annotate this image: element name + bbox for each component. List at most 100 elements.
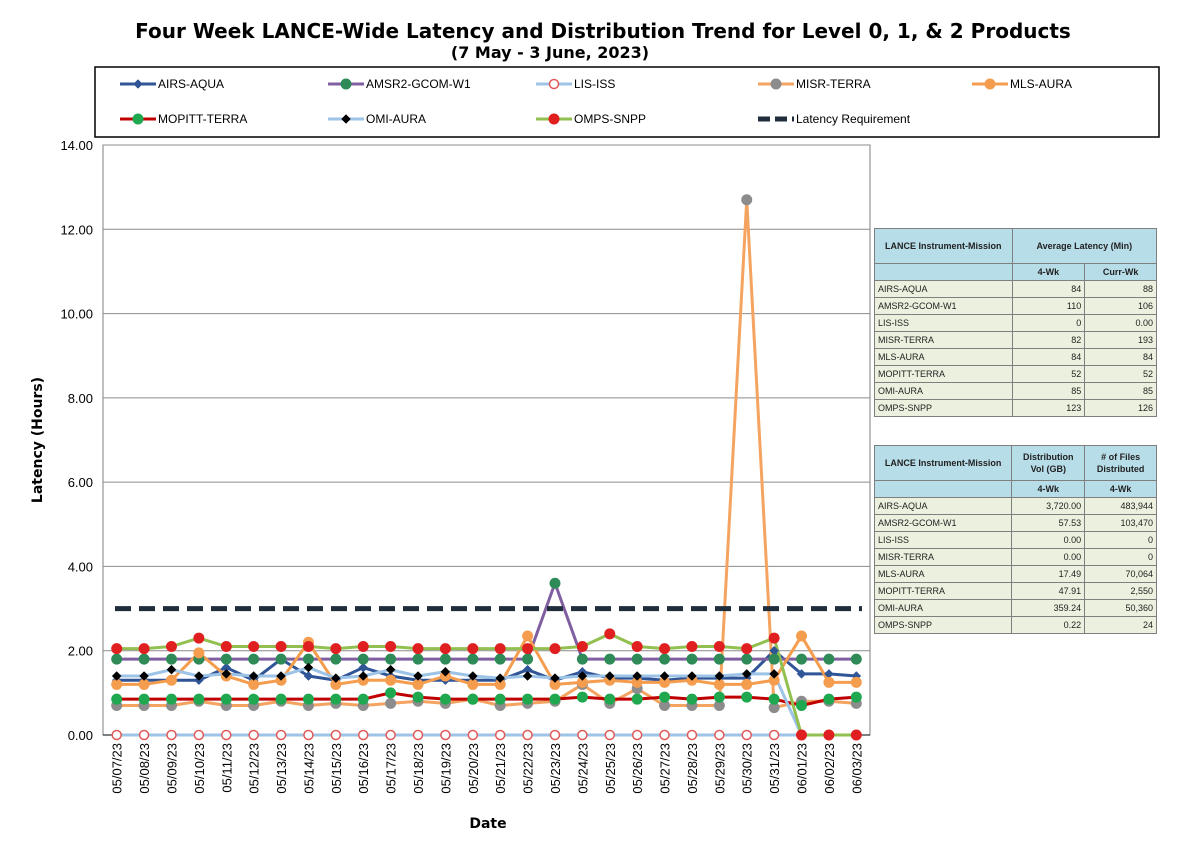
distribution-row: MLS-AURA 17.49 70,064 (873, 565, 1157, 583)
legend-label: AMSR2-GCOM-W1 (366, 77, 471, 91)
legend-label: MISR-TERRA (796, 77, 871, 91)
point-mls-aura (796, 630, 808, 642)
y-tick-label: 4.00 (68, 559, 93, 574)
point-lis-iss (440, 729, 451, 741)
x-tick-label: 06/01/23 (795, 743, 810, 794)
x-tick-label: 05/11/23 (219, 743, 234, 793)
distribution-cell-name: MOPITT-TERRA (873, 582, 1013, 600)
latency-cell-name: OMI-AURA (874, 382, 1013, 400)
point-amsr2-gcom-w1 (659, 653, 671, 665)
point-misr-terra (741, 194, 753, 206)
point-omps-snpp (796, 729, 808, 741)
plot-area (102, 144, 871, 736)
point-mls-aura (248, 678, 260, 690)
point-omps-snpp (576, 641, 588, 652)
series-line-omi-aura (116, 666, 857, 737)
point-omi-aura (714, 671, 725, 681)
legend-entry-mopitt-terra: MOPITT-TERRA (120, 112, 247, 126)
point-mls-aura (522, 630, 534, 642)
legend-items: AIRS-AQUA AMSR2-GCOM-W1 LIS-ISS MISR-TERRA M… (120, 77, 1072, 126)
point-omi-aura (495, 673, 506, 683)
point-mopitt-terra (796, 700, 808, 711)
point-omi-aura (632, 671, 643, 681)
point-mopitt-terra (713, 691, 725, 703)
latency-cell-b: 193 (1084, 331, 1157, 349)
point-omi-aura (741, 669, 752, 679)
x-tick-label: 05/30/23 (740, 743, 755, 794)
distribution-row: OMI-AURA 359.24 50,360 (873, 599, 1157, 617)
legend-entry-lis-iss: LIS-ISS (536, 77, 615, 91)
point-mopitt-terra (220, 693, 232, 705)
legend-label: MLS-AURA (1010, 77, 1072, 91)
distribution-row: MOPITT-TERRA 47.91 2,550 (873, 582, 1157, 600)
point-mls-aura (850, 676, 862, 688)
point-mopitt-terra (467, 693, 479, 705)
point-amsr2-gcom-w1 (330, 653, 342, 665)
legend-entry-airs-aqua: AIRS-AQUA (120, 77, 224, 91)
point-amsr2-gcom-w1 (248, 653, 260, 665)
point-omi-aura (687, 671, 697, 681)
y-tick-label: 12.00 (60, 222, 93, 237)
point-lis-iss (741, 729, 752, 741)
distribution-cell-a: 359.24 (1011, 599, 1086, 617)
point-omps-snpp (522, 643, 534, 655)
x-tick-label: 06/02/23 (822, 743, 837, 794)
latency-row: OMI-AURA 85 85 (874, 382, 1157, 400)
point-lis-iss (467, 729, 479, 741)
point-mopitt-terra (686, 693, 698, 705)
chart-subtitle: (7 May - 3 June, 2023) (451, 43, 649, 62)
point-amsr2-gcom-w1 (768, 653, 780, 665)
x-tick-label: 05/25/23 (603, 743, 618, 794)
point-lis-iss (248, 729, 259, 741)
distribution-subheader-files-4wk: 4-Wk (1084, 480, 1157, 498)
legend-marker (341, 114, 351, 124)
latency-cell-b: 0.00 (1084, 314, 1157, 332)
point-omps-snpp (467, 643, 479, 655)
point-mopitt-terra (302, 693, 314, 705)
y-tick-label: 10.00 (60, 307, 93, 322)
latency-table-body: AIRS-AQUA 84 88 AMSR2-GCOM-W1 110 106 LIS-ISS 0… (874, 280, 1157, 417)
point-omps-snpp (165, 641, 177, 652)
point-omi-aura (303, 662, 314, 673)
point-mls-aura (193, 647, 205, 659)
distribution-cell-a: 0.22 (1011, 616, 1086, 634)
x-tick-label: 05/13/23 (274, 743, 289, 794)
point-amsr2-gcom-w1 (713, 653, 725, 665)
x-tick-label: 05/29/23 (712, 743, 727, 794)
point-amsr2-gcom-w1 (549, 577, 561, 589)
x-tick-label: 05/15/23 (329, 743, 344, 794)
latency-cell-name: MISR-TERRA (874, 331, 1013, 349)
point-amsr2-gcom-w1 (823, 653, 835, 665)
point-amsr2-gcom-w1 (385, 653, 397, 665)
point-omps-snpp (138, 643, 150, 655)
x-tick-label: 05/18/23 (411, 743, 426, 794)
point-omps-snpp (439, 643, 451, 655)
point-mls-aura (111, 678, 123, 690)
distribution-cell-b: 2,550 (1084, 582, 1157, 600)
point-mopitt-terra (439, 693, 451, 705)
point-amsr2-gcom-w1 (220, 653, 232, 665)
point-omi-aura (385, 664, 396, 675)
point-omi-aura (276, 671, 286, 681)
x-tick-label: 05/26/23 (630, 743, 645, 794)
distribution-cell-name: MLS-AURA (873, 565, 1013, 583)
point-omi-aura (166, 664, 177, 675)
latency-cell-a: 84 (1011, 348, 1086, 366)
legend-entry-latency-requirement: Latency Requirement (758, 112, 911, 126)
point-mopitt-terra (193, 693, 205, 705)
series-line-mls-aura (116, 634, 857, 686)
latency-cell-name: OMPS-SNPP (874, 399, 1013, 417)
point-amsr2-gcom-w1 (741, 653, 753, 665)
point-omps-snpp (275, 641, 287, 652)
point-omps-snpp (631, 641, 643, 652)
x-tick-label: 05/10/23 (192, 743, 207, 794)
series-line-misr-terra (116, 198, 857, 710)
distribution-cell-a: 0.00 (1011, 548, 1086, 566)
point-amsr2-gcom-w1 (631, 653, 643, 665)
latency-row: AIRS-AQUA 84 88 (874, 280, 1157, 298)
point-lis-iss (275, 729, 287, 741)
point-omi-aura (221, 669, 232, 679)
distribution-table: LANCE Instrument-Mission Distribution Vo… (873, 445, 1157, 634)
legend-entry-misr-terra: MISR-TERRA (758, 77, 871, 91)
point-lis-iss (138, 729, 150, 741)
